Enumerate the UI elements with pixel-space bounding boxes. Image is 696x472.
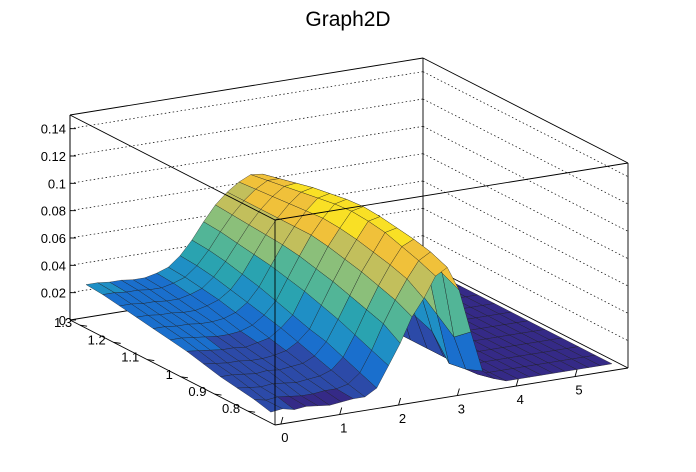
y-tick-label: 1	[166, 367, 173, 382]
front-edge	[274, 162, 629, 221]
z-gridline	[69, 98, 424, 157]
z-tick-label: 0.1	[48, 176, 66, 191]
z-tick-label: 0.08	[41, 204, 66, 219]
x-tick-label: 2	[399, 411, 406, 426]
surface-cell	[253, 399, 284, 413]
z-gridline	[69, 71, 424, 130]
x-axis: 0 1 2 3 4 5	[280, 369, 583, 445]
y-tick-label: 1.2	[88, 332, 106, 347]
y-tick	[214, 393, 222, 396]
front-edge	[69, 319, 276, 426]
x-tick	[280, 416, 284, 425]
z-gridline	[422, 153, 629, 259]
z-tick-label: 0.12	[41, 149, 66, 164]
y-tick	[80, 324, 88, 327]
z-gridline	[422, 71, 629, 177]
z-tick-label: 0.02	[41, 286, 66, 301]
y-tick	[180, 376, 188, 379]
z-axis: 0 0.02 0.04 0.06 0.08 0.1 0.12 0.14	[41, 115, 76, 328]
x-tick-label: 4	[517, 392, 524, 407]
x-tick-label: 1	[340, 421, 347, 436]
front-frame	[69, 114, 629, 426]
z-tick-label: 0.14	[41, 122, 66, 137]
wall-edge	[422, 57, 629, 164]
z-tick-label: 0	[59, 313, 66, 328]
y-tick-label: 1.3	[54, 315, 72, 330]
z-gridline	[422, 126, 629, 232]
y-tick	[113, 341, 121, 344]
x-tick-label: 3	[458, 402, 465, 417]
z-gridline	[422, 98, 629, 205]
front-edge	[274, 367, 629, 426]
x-tick	[456, 388, 460, 396]
z-gridline	[422, 180, 629, 287]
wall-edge	[69, 57, 424, 116]
y-axis: 0.8 0.9 1 1.1 1.2 1.3	[54, 315, 256, 416]
x-tick	[398, 397, 401, 406]
y-tick-label: 0.9	[188, 384, 206, 399]
y-tick	[248, 410, 256, 413]
x-tick	[574, 369, 578, 377]
z-tick-label: 0.04	[41, 258, 66, 273]
y-tick-label: 1.1	[121, 350, 139, 365]
x-tick	[515, 378, 519, 387]
y-tick-label: 0.8	[222, 401, 240, 416]
z-gridline	[69, 125, 424, 184]
x-tick-label: 5	[575, 383, 582, 398]
y-tick	[147, 359, 155, 362]
front-edge	[69, 114, 276, 221]
surface-mesh	[85, 173, 613, 413]
z-gridline	[422, 262, 629, 369]
chart-title: Graph2D	[305, 8, 390, 31]
x-tick-label: 0	[281, 430, 288, 445]
z-tick-label: 0.06	[41, 231, 66, 246]
x-tick	[339, 407, 343, 415]
